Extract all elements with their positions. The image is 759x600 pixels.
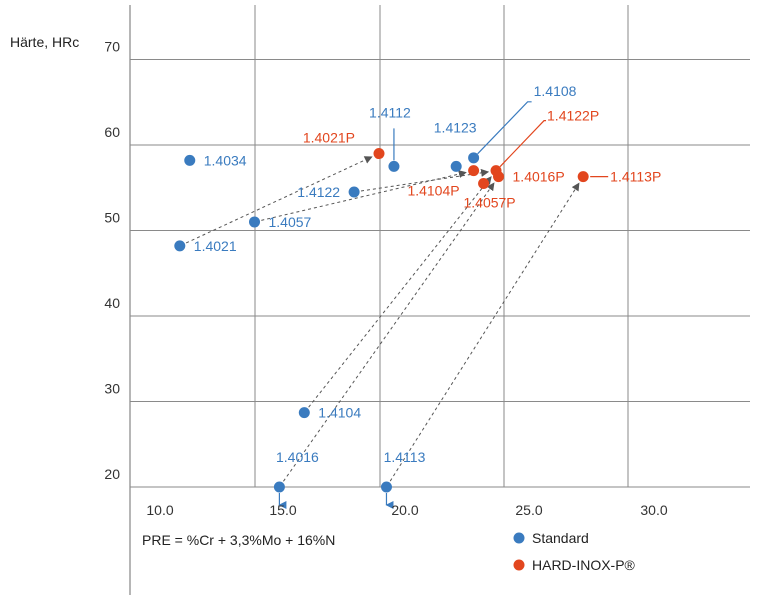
x-tick-label: 30.0 bbox=[640, 502, 667, 518]
transition-arrow bbox=[389, 182, 580, 482]
y-tick-label: 30 bbox=[104, 381, 120, 397]
arrows bbox=[185, 156, 580, 482]
data-point bbox=[184, 154, 196, 166]
x-tick-label: 15.0 bbox=[269, 502, 296, 518]
point-label: 1.4016 bbox=[276, 449, 319, 465]
point-label: 1.4123 bbox=[434, 119, 477, 135]
data-point bbox=[577, 171, 589, 183]
data-point bbox=[348, 186, 360, 198]
transition-arrow bbox=[283, 182, 495, 482]
data-point bbox=[273, 481, 285, 493]
legend-marker-hard-inox bbox=[513, 559, 525, 571]
data-point bbox=[174, 240, 186, 252]
point-label: 1.4021 bbox=[194, 238, 237, 254]
transition-arrow bbox=[308, 176, 492, 408]
data-points bbox=[174, 148, 589, 493]
data-point bbox=[388, 160, 400, 172]
x-tick-label: 20.0 bbox=[391, 502, 418, 518]
data-point bbox=[493, 171, 505, 183]
x-tick-label: 10.0 bbox=[146, 502, 173, 518]
data-point bbox=[298, 407, 310, 419]
y-tick-label: 50 bbox=[104, 210, 120, 226]
point-label: 1.4104P bbox=[407, 183, 459, 199]
data-point bbox=[468, 165, 480, 177]
y-axis-title: Härte, HRc bbox=[10, 34, 79, 50]
point-label: 1.4104 bbox=[318, 405, 361, 421]
data-point bbox=[478, 177, 490, 189]
data-point bbox=[373, 148, 385, 160]
y-tick-label: 40 bbox=[104, 295, 120, 311]
point-label: 1.4016P bbox=[513, 169, 565, 185]
point-label: 1.4057 bbox=[269, 214, 312, 230]
point-label: 1.4122P bbox=[547, 108, 599, 124]
legend-marker-standard bbox=[513, 532, 525, 544]
point-label: 1.4112 bbox=[369, 104, 411, 120]
legend-label-hard-inox: HARD-INOX-P® bbox=[532, 557, 636, 573]
data-point bbox=[450, 160, 462, 172]
data-point bbox=[380, 481, 392, 493]
data-point bbox=[468, 152, 480, 164]
tick-labels: 20 30 40 50 60 70 10.0 15.0 20.0 25.0 30.0 bbox=[104, 39, 667, 519]
legend-label-standard: Standard bbox=[532, 530, 589, 546]
y-tick-label: 20 bbox=[104, 466, 120, 482]
x-tick-label: 25.0 bbox=[515, 502, 542, 518]
y-tick-label: 60 bbox=[104, 124, 120, 140]
leader-line bbox=[477, 101, 532, 155]
y-tick-label: 70 bbox=[104, 39, 120, 55]
data-point bbox=[249, 216, 260, 228]
point-label: 1.4057P bbox=[463, 194, 515, 210]
point-label: 1.4108 bbox=[534, 83, 577, 99]
transition-arrow bbox=[261, 170, 467, 221]
point-label: 1.4122 bbox=[297, 184, 340, 200]
point-label: 1.4034 bbox=[204, 152, 247, 168]
point-label: 1.4021P bbox=[303, 130, 355, 146]
grid bbox=[129, 5, 750, 595]
point-labels: 1.4034 1.4021 1.4057 1.4122 1.4112 1.4123 1.41… bbox=[194, 83, 662, 465]
point-label: 1.4113 bbox=[384, 449, 426, 465]
leader-lines bbox=[278, 101, 609, 509]
legend: Standard HARD-INOX-P® bbox=[513, 530, 636, 573]
leader-line bbox=[499, 120, 547, 168]
x-axis-title: PRE = %Cr + 3,3%Mo + 16%N bbox=[142, 532, 335, 548]
point-label: 1.4113P bbox=[610, 169, 661, 185]
transition-arrow bbox=[185, 156, 373, 244]
